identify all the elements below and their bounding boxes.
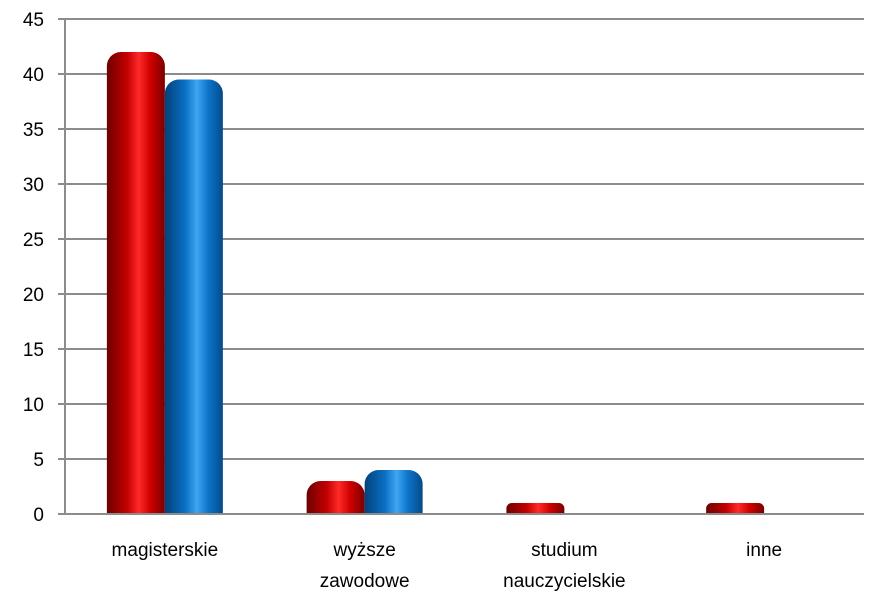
bar-series-1: [706, 503, 765, 514]
y-tick-label: 45: [23, 10, 44, 31]
y-axis-ticks: 0 5 10 15 20 25 30 35 40 45: [23, 10, 65, 526]
y-tick-label: 20: [23, 285, 44, 306]
x-axis-labels: magisterskie wyższe zawodowe studium nauczyc…: [112, 540, 783, 592]
x-category-label: inne: [746, 540, 782, 561]
y-tick-label: 0: [33, 505, 44, 526]
axes: [64, 19, 864, 515]
y-tick-label: 30: [23, 175, 44, 196]
bar-series-2: [164, 79, 223, 514]
x-category-label: zawodowe: [320, 571, 410, 592]
y-tick-label: 40: [23, 65, 44, 86]
bar-series-2: [364, 470, 423, 514]
y-tick-label: 5: [33, 450, 44, 471]
y-tick-label: 10: [23, 395, 44, 416]
bar-series-1: [306, 481, 365, 514]
x-category-label: wyższe: [332, 540, 395, 561]
x-category-label: studium: [531, 540, 598, 561]
x-category-label: nauczycielskie: [503, 571, 626, 592]
y-tick-label: 15: [23, 340, 44, 361]
y-tick-label: 35: [23, 120, 44, 141]
bar-series-1: [106, 52, 165, 514]
y-tick-label: 25: [23, 230, 44, 251]
x-category-label: magisterskie: [112, 540, 219, 561]
bars: [106, 52, 765, 514]
bar-series-1: [506, 503, 565, 514]
